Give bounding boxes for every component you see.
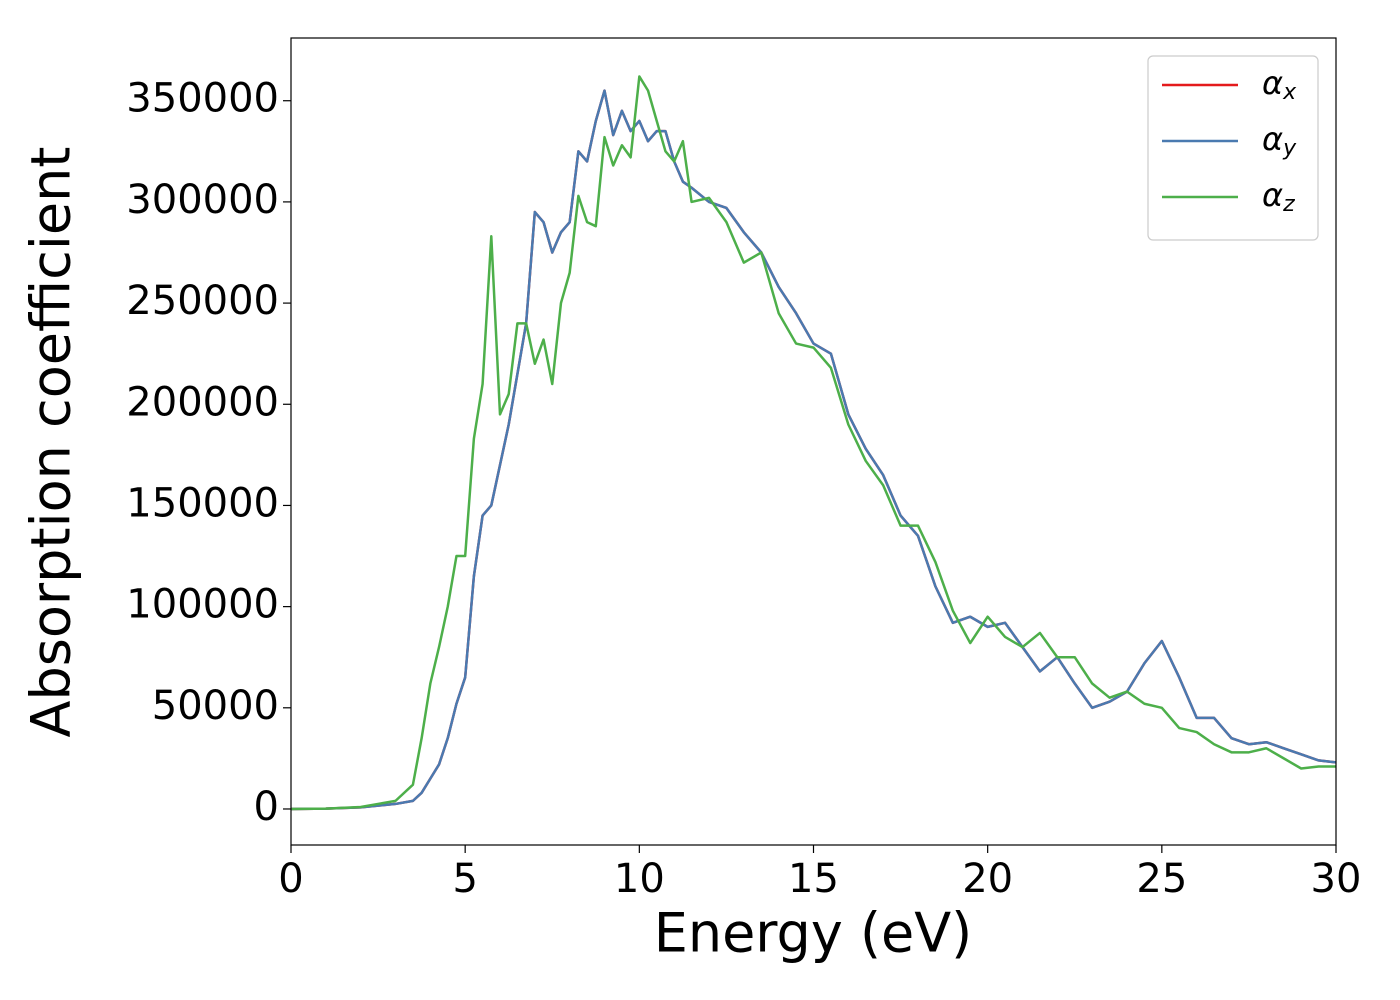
y-tick-label: 50000	[152, 683, 279, 729]
y-tick-label: 200000	[126, 379, 279, 425]
y-tick-label: 250000	[126, 278, 279, 324]
legend-label: αz	[1262, 176, 1295, 217]
y-tick-label: 100000	[126, 582, 279, 628]
y-tick-label: 300000	[126, 177, 279, 223]
y-tick-label: 350000	[126, 76, 279, 122]
legend-label: αy	[1262, 120, 1297, 161]
x-tick-label: 10	[614, 856, 665, 902]
legend-label: αx	[1262, 64, 1297, 105]
y-tick-label: 0	[254, 784, 279, 830]
x-tick-label: 30	[1311, 856, 1362, 902]
y-axis-label: Absorption coefficient	[20, 147, 83, 738]
x-tick-label: 15	[788, 856, 839, 902]
x-tick-label: 0	[278, 856, 303, 902]
x-tick-label: 20	[962, 856, 1013, 902]
plot-area	[291, 75, 1336, 811]
x-tick-label: 25	[1136, 856, 1187, 902]
x-tick-label: 5	[452, 856, 477, 902]
legend-box	[1147, 55, 1319, 241]
y-tick-label: 150000	[126, 480, 279, 526]
x-axis-label: Energy (eV)	[654, 902, 973, 965]
data-line	[291, 75, 1336, 811]
